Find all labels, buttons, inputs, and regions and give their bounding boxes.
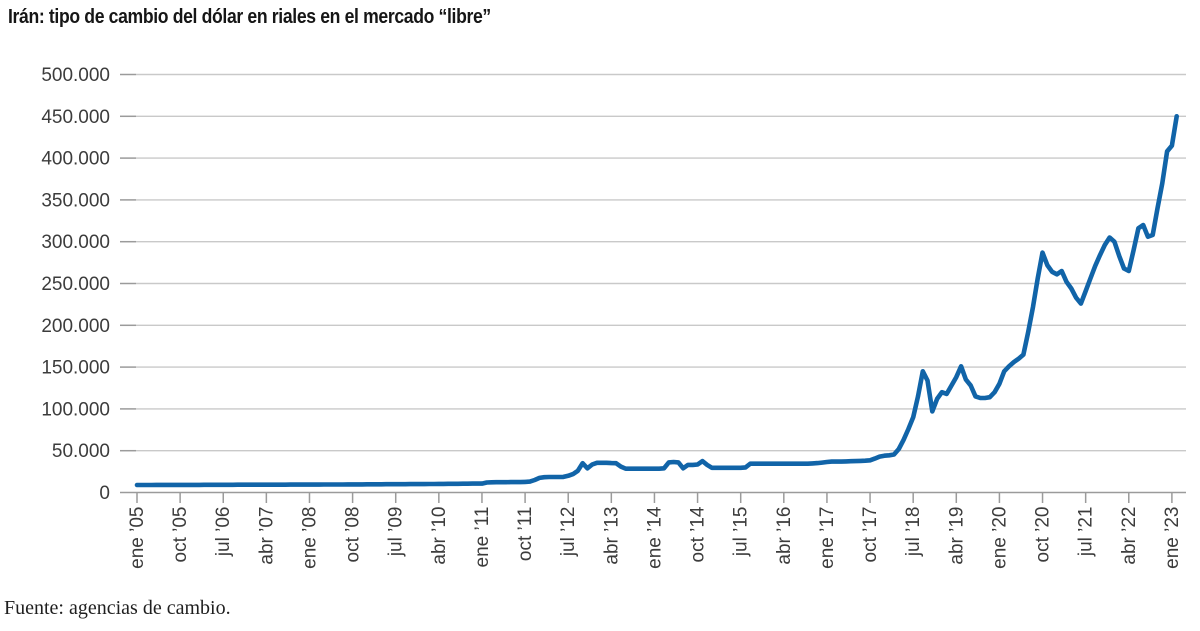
x-tick-label: oct ’20 [1033,507,1054,563]
x-tick-label: abr ’16 [774,507,795,565]
y-tick-label: 50.000 [52,441,110,462]
x-tick-label: abr ’19 [946,507,967,565]
x-tick-label: abr ’10 [429,507,450,565]
x-tick-label: ene ’23 [1162,507,1183,569]
x-tick-label: ene ’11 [472,507,493,568]
x-tick-label: jul ’12 [558,507,579,558]
x-tick-label: abr ’22 [1119,507,1140,565]
x-tick-label: ene ’05 [127,507,148,569]
source-note: Fuente: agencias de cambio. [4,597,231,619]
x-tick-label: jul ’09 [386,507,407,558]
y-tick-label: 300.000 [41,232,110,253]
x-tick-label: ene ’14 [644,506,665,569]
x-tick-label: jul ’06 [213,507,234,558]
x-tick-label: ene ’20 [989,507,1010,569]
x-tick-label: abr ’13 [601,507,622,565]
y-tick-label: 200.000 [41,316,110,337]
rate-line [134,114,1179,488]
x-tick-label: oct ’17 [860,507,881,563]
x-tick-label: jul ’18 [903,507,924,558]
x-tick-label: jul ’15 [731,507,752,558]
x-axis-ticks-labels: ene ’05 oct ’05 jul ’06 abr ’07 ene ’08 oct ’… [127,492,1183,569]
x-tick-label: abr ’07 [256,507,277,565]
x-tick-label: oct ’11 [515,507,536,562]
y-axis-ticks-labels: 0 50.000 100.000 150.000 200.000 250.000 300.0… [41,65,136,504]
y-tick-label: 500.000 [41,65,110,86]
x-tick-label: oct ’05 [170,507,191,563]
y-gridlines [136,73,1186,452]
x-tick-label: jul ’21 [1076,507,1097,558]
x-tick-label: ene ’17 [817,507,838,569]
y-tick-label: 350.000 [41,190,110,211]
y-tick-label: 100.000 [41,399,110,420]
chart-title: Irán: tipo de cambio del dólar en riales… [8,6,491,28]
y-tick-label: 400.000 [41,149,110,170]
x-tick-label: oct ’08 [343,507,364,563]
y-tick-label: 0 [99,483,110,504]
y-tick-label: 150.000 [41,358,110,379]
y-tick-label: 450.000 [41,107,110,128]
x-tick-label: oct ’14 [688,506,709,562]
y-tick-label: 250.000 [41,274,110,295]
x-tick-label: ene ’08 [299,507,320,569]
